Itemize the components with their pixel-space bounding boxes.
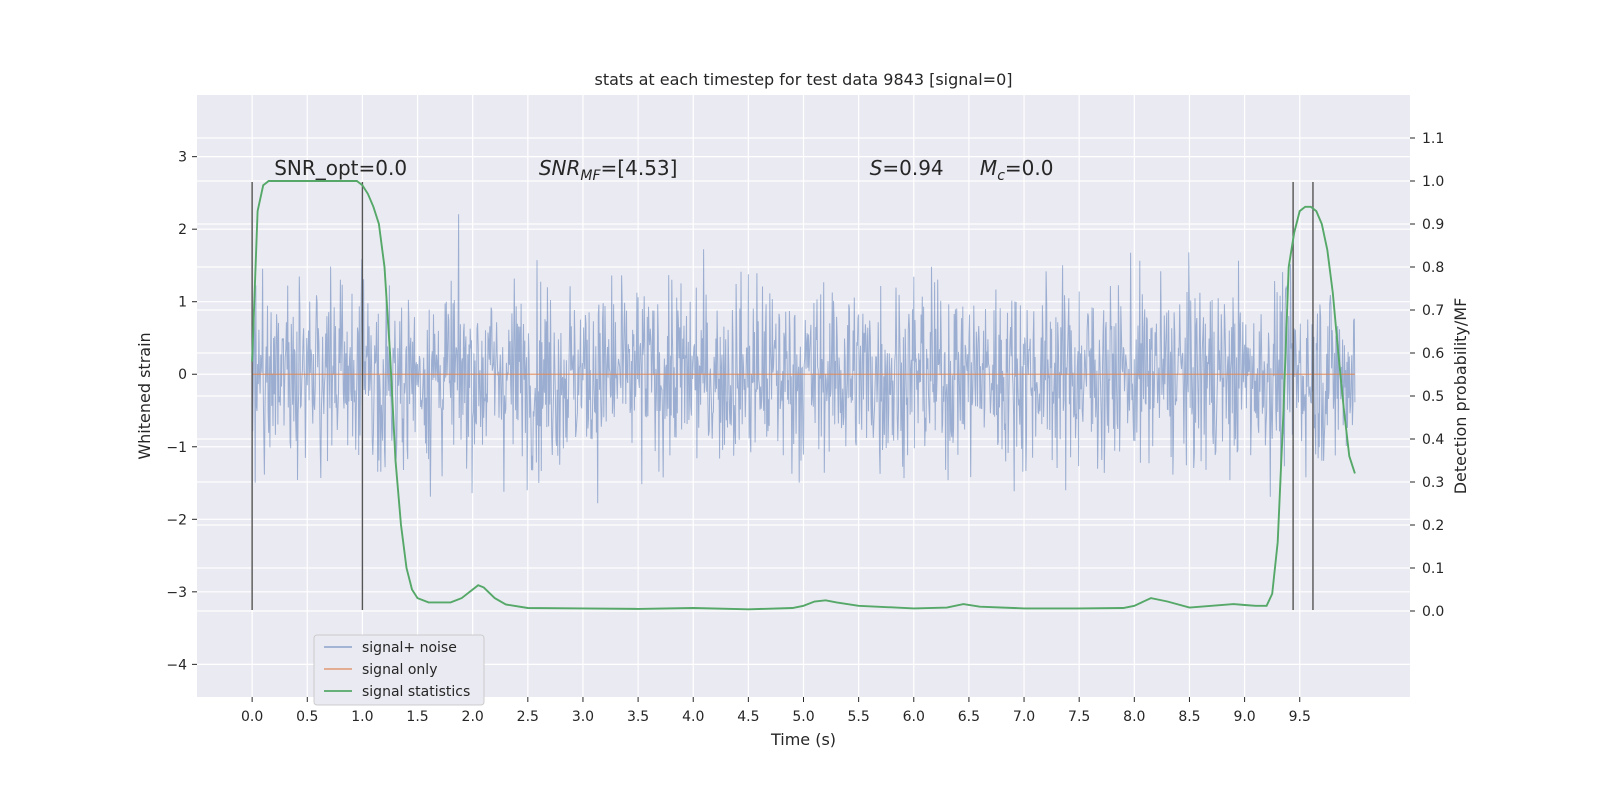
y-tick-label: −4 [166, 657, 187, 673]
y2-tick-label: 1.0 [1422, 174, 1444, 190]
annotation-text: SNRMF=[4.53] [539, 156, 678, 184]
y2-axis-ticks: 1.1 1.0 0.9 0.8 0.7 0.6 0.5 0.4 0.3 0.2 0.1 0.0 [1410, 131, 1444, 620]
x-tick-label: 2.0 [462, 709, 484, 725]
x-tick-label: 4.5 [737, 709, 759, 725]
x-tick-label: 9.5 [1289, 709, 1311, 725]
x-tick-label: 8.0 [1123, 709, 1145, 725]
y-tick-label: −1 [166, 440, 187, 456]
x-tick-label: 9.0 [1233, 709, 1255, 725]
x-tick-label: 6.0 [903, 709, 925, 725]
y2-tick-label: 0.6 [1422, 346, 1444, 362]
y-axis-ticks: 3 2 1 0 −1 −2 −3 −4 [166, 150, 197, 673]
annotation-subscript: c [997, 168, 1005, 184]
y2-tick-label: 0.9 [1422, 217, 1444, 233]
y-tick-label: −3 [166, 585, 187, 601]
y-tick-label: −2 [166, 512, 187, 528]
annotation-subscript: MF [580, 168, 601, 184]
y2-tick-label: 0.5 [1422, 389, 1444, 405]
legend-label-signal-only: signal only [362, 662, 437, 678]
legend-label-signal-plus-noise: signal+ noise [362, 640, 457, 656]
x-tick-label: 6.5 [958, 709, 980, 725]
y2-tick-label: 0.2 [1422, 518, 1444, 534]
chart-title: stats at each timestep for test data 984… [594, 70, 1012, 89]
noise-trace [251, 214, 1356, 504]
x-tick-label: 7.5 [1068, 709, 1090, 725]
x-tick-label: 1.0 [351, 709, 373, 725]
x-tick-label: 5.0 [792, 709, 814, 725]
x-tick-label: 7.0 [1013, 709, 1035, 725]
signal-statistics-line [251, 180, 1356, 611]
y-tick-label: 2 [178, 222, 187, 238]
y2-axis-label: Detection probability/MF [1451, 298, 1470, 495]
y-tick-label: 3 [178, 150, 187, 166]
x-tick-label: 3.5 [627, 709, 649, 725]
y2-tick-label: 0.7 [1422, 303, 1444, 319]
x-tick-label: 4.0 [682, 709, 704, 725]
x-axis-label: Time (s) [770, 730, 836, 749]
y-axis-label: Whitened strain [135, 332, 154, 459]
series-signal-plus-noise [251, 214, 1356, 504]
y2-tick-label: 0.3 [1422, 475, 1444, 491]
annotations: SNR_opt=0.0 SNRMF=[4.53] S=0.94 Mc=0.0 [274, 156, 1053, 184]
annotation-italic: S [870, 156, 883, 180]
y-tick-label: 0 [178, 367, 187, 383]
x-tick-label: 5.5 [848, 709, 870, 725]
y2-tick-label: 0.4 [1422, 432, 1444, 448]
legend-box [313, 634, 485, 706]
legend-label-signal-statistics: signal statistics [362, 684, 470, 700]
y-tick-label: 1 [178, 295, 187, 311]
series-signal-statistics [251, 180, 1356, 611]
x-tick-label: 8.5 [1178, 709, 1200, 725]
x-tick-label: 0.0 [241, 709, 263, 725]
x-axis-ticks: 0.0 0.5 1.0 1.5 2.0 2.5 3.0 3.5 4.0 4.5 5.0 5.5 6.0 6… [241, 697, 1311, 725]
x-tick-label: 0.5 [296, 709, 318, 725]
y2-tick-label: 0.1 [1422, 561, 1444, 577]
y2-tick-label: 1.1 [1422, 131, 1444, 147]
annotation-text: Mc=0.0 [980, 156, 1054, 184]
annotation-value: =[4.53] [601, 156, 678, 180]
annotation-value: =0.94 [882, 156, 943, 180]
annotation-text: SNR_opt=0.0 [274, 156, 407, 180]
legend: signal+ noise signal only signal statist… [313, 634, 485, 706]
annotation-value: =0.0 [1005, 156, 1054, 180]
x-tick-label: 2.5 [517, 709, 539, 725]
vertical-markers [251, 182, 1314, 610]
y2-tick-label: 0.0 [1422, 604, 1444, 620]
annotation-text: S=0.94 [870, 156, 944, 180]
x-tick-label: 1.5 [406, 709, 428, 725]
y2-tick-label: 0.8 [1422, 260, 1444, 276]
annotation-italic: SNR [539, 156, 581, 180]
x-tick-label: 3.0 [572, 709, 594, 725]
annotation-italic: M [980, 156, 997, 180]
